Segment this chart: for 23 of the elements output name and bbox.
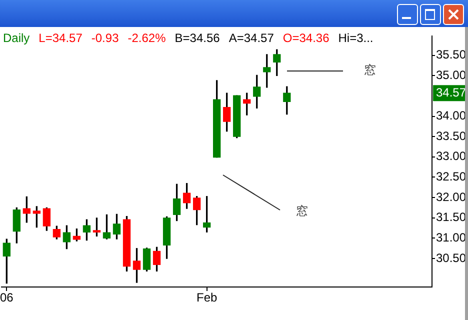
y-tick-label: 33.50 bbox=[436, 128, 466, 143]
annotation: 窓 bbox=[364, 63, 376, 78]
y-tick-label: 30.50 bbox=[436, 250, 466, 265]
annotation: -0.93 bbox=[91, 31, 119, 45]
x-tick-label: 06 bbox=[0, 290, 14, 305]
y-tick-label: 34.00 bbox=[436, 108, 466, 123]
chart-title: Daily bbox=[3, 31, 30, 45]
annotation: Hi=3... bbox=[338, 31, 374, 45]
x-tick-label: Feb bbox=[196, 290, 218, 305]
annotation: O=34.36 bbox=[282, 31, 330, 45]
y-tick-label: 31.50 bbox=[436, 210, 466, 224]
y-tick-label: 35.50 bbox=[436, 48, 466, 62]
annotation: 34.57 bbox=[436, 85, 466, 100]
annotation: B=34.56 bbox=[174, 31, 220, 45]
y-tick-label: 32.50 bbox=[436, 170, 466, 184]
annotation: -2.62% bbox=[128, 31, 166, 45]
y-tick-label: 35.00 bbox=[436, 68, 466, 82]
y-tick-label: 32.00 bbox=[436, 190, 466, 204]
y-tick-label: 31.00 bbox=[436, 230, 466, 245]
y-tick-label: 33.00 bbox=[436, 149, 466, 164]
annotation: 窓 bbox=[296, 204, 308, 218]
annotation: A=34.57 bbox=[228, 31, 274, 45]
annotation: L=34.57 bbox=[38, 31, 82, 45]
